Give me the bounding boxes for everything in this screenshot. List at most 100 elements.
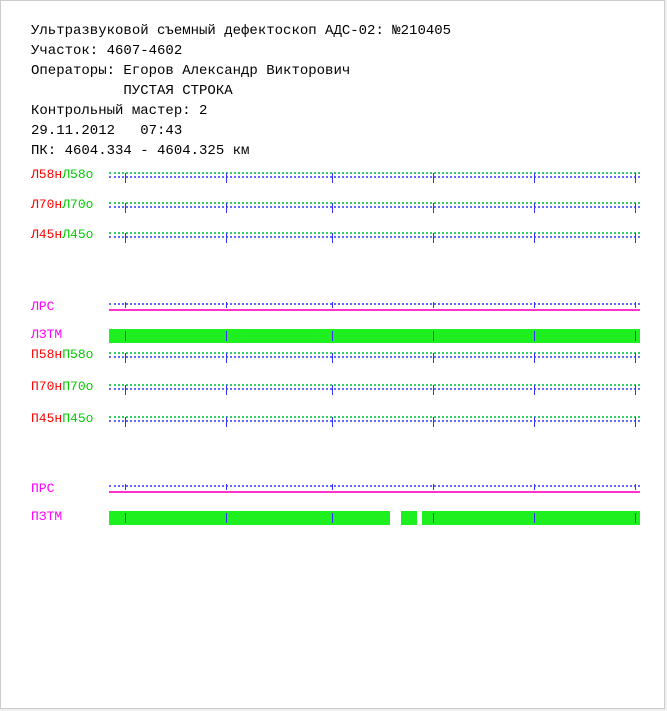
grid-tick <box>534 173 535 183</box>
hdr-ops1: Операторы: Егоров Александр Викторович <box>31 61 664 81</box>
channel-pztm: ПЗТМ <box>31 507 664 535</box>
grid-tick <box>125 385 126 395</box>
grid-tick <box>433 203 434 213</box>
dotted-track-blue <box>109 356 640 358</box>
grid-tick <box>635 353 636 363</box>
dotted-track-green <box>109 172 640 174</box>
dotted-track-green <box>109 202 640 204</box>
green-band <box>109 329 640 343</box>
dotted-track-blue <box>109 420 640 422</box>
dotted-track-blue <box>109 236 640 238</box>
grid-tick <box>534 203 535 213</box>
channel-l70: Л70нЛ70о <box>31 195 664 223</box>
grid-tick <box>226 233 227 243</box>
grid-tick <box>226 302 227 308</box>
grid-tick <box>332 203 333 213</box>
grid-tick <box>534 385 535 395</box>
grid-tick <box>534 353 535 363</box>
grid-tick <box>433 385 434 395</box>
hdr-pk: ПК: 4604.334 - 4604.325 км <box>31 141 664 161</box>
hdr-section: Участок: 4607-4602 <box>31 41 664 61</box>
band-gap <box>417 511 422 525</box>
grid-tick <box>433 302 434 308</box>
grid-tick <box>635 417 636 427</box>
channel-label: ПЗТМ <box>31 509 62 524</box>
channel-label: П58нП58о <box>31 347 93 362</box>
grid-tick <box>433 417 434 427</box>
dotted-track-green <box>109 384 640 386</box>
grid-tick <box>226 385 227 395</box>
channel-strip-area: Л58нЛ58о Л70нЛ70о Л45нЛ45о ЛРС ЛЗТМ П58нП58о П… <box>31 165 664 545</box>
dotted-track-blue <box>109 388 640 390</box>
grid-tick <box>433 331 434 341</box>
grid-tick <box>125 484 126 490</box>
grid-tick <box>635 233 636 243</box>
band-gap <box>390 511 401 525</box>
magenta-rail-line <box>109 491 640 493</box>
grid-tick <box>635 484 636 490</box>
dotted-track-green <box>109 232 640 234</box>
channel-l45: Л45нЛ45о <box>31 225 664 253</box>
grid-tick <box>125 417 126 427</box>
grid-tick <box>125 331 126 341</box>
grid-tick <box>635 331 636 341</box>
grid-tick <box>635 173 636 183</box>
channel-label: Л58нЛ58о <box>31 167 93 182</box>
grid-tick <box>433 484 434 490</box>
dotted-track-green <box>109 352 640 354</box>
grid-tick <box>125 302 126 308</box>
dotted-track-blue <box>109 303 640 305</box>
grid-tick <box>332 513 333 523</box>
channel-l58: Л58нЛ58о <box>31 165 664 193</box>
dotted-track-green <box>109 416 640 418</box>
channel-lrc: ЛРС <box>31 297 664 325</box>
grid-tick <box>534 484 535 490</box>
grid-tick <box>125 233 126 243</box>
channel-prc: ПРС <box>31 479 664 507</box>
grid-tick <box>433 353 434 363</box>
hdr-master: Контрольный мастер: 2 <box>31 101 664 121</box>
report-page: Ультразвуковой съемный дефектоскоп АДС-0… <box>0 0 665 709</box>
grid-tick <box>534 331 535 341</box>
grid-tick <box>332 331 333 341</box>
channel-p58: П58нП58о <box>31 345 664 373</box>
grid-tick <box>226 353 227 363</box>
grid-tick <box>125 353 126 363</box>
dotted-track-blue <box>109 206 640 208</box>
channel-label: Л70нЛ70о <box>31 197 93 212</box>
grid-tick <box>125 203 126 213</box>
grid-tick <box>125 513 126 523</box>
grid-tick <box>332 385 333 395</box>
hdr-device: Ультразвуковой съемный дефектоскоп АДС-0… <box>31 21 664 41</box>
grid-tick <box>433 173 434 183</box>
channel-label: П70нП70о <box>31 379 93 394</box>
grid-tick <box>125 173 126 183</box>
magenta-rail-line <box>109 309 640 311</box>
grid-tick <box>226 173 227 183</box>
grid-tick <box>226 417 227 427</box>
grid-tick <box>534 233 535 243</box>
grid-tick <box>226 513 227 523</box>
grid-tick <box>226 203 227 213</box>
grid-tick <box>534 513 535 523</box>
hdr-ops2: ПУСТАЯ СТРОКА <box>31 81 664 101</box>
grid-tick <box>332 302 333 308</box>
channel-label: ПРС <box>31 481 54 496</box>
grid-tick <box>433 513 434 523</box>
grid-tick <box>332 484 333 490</box>
channel-p45: П45нП45о <box>31 409 664 437</box>
channel-label: ЛЗТМ <box>31 327 62 342</box>
grid-tick <box>635 203 636 213</box>
grid-tick <box>332 173 333 183</box>
grid-tick <box>332 233 333 243</box>
dotted-track-blue <box>109 485 640 487</box>
grid-tick <box>332 353 333 363</box>
channel-p70: П70нП70о <box>31 377 664 405</box>
grid-tick <box>332 417 333 427</box>
grid-tick <box>433 233 434 243</box>
channel-label: П45нП45о <box>31 411 93 426</box>
channel-label: ЛРС <box>31 299 54 314</box>
grid-tick <box>226 331 227 341</box>
green-band <box>109 511 640 525</box>
grid-tick <box>534 302 535 308</box>
